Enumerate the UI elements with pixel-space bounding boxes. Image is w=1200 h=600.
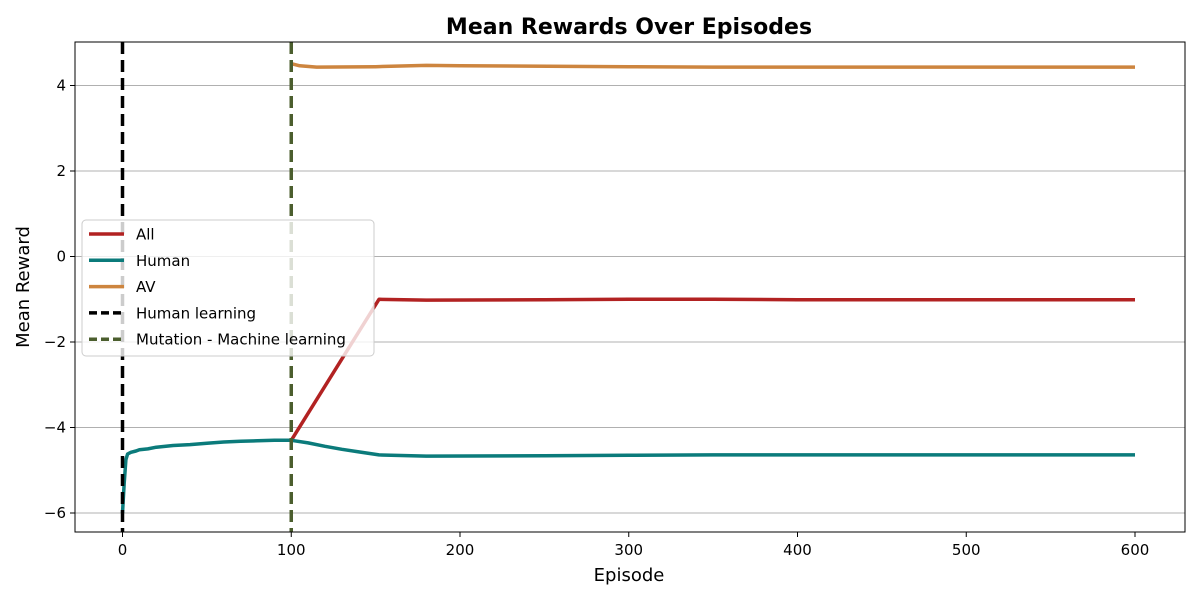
y-ticks: −6 −4 −2 0 2 4 (44, 77, 75, 522)
y-tick-label: −4 (44, 419, 66, 437)
y-tick-label: 0 (56, 248, 66, 266)
x-tick-label: 200 (446, 541, 475, 559)
x-tick-label: 500 (952, 541, 981, 559)
x-tick-label: 0 (118, 541, 128, 559)
x-tick-label: 400 (783, 541, 812, 559)
y-tick-label: 2 (56, 162, 66, 180)
legend: All Human AV Human learning Mutation - Machi… (81, 219, 375, 357)
x-tick-label: 600 (1121, 541, 1150, 559)
legend-box (81, 219, 375, 357)
x-tick-label: 300 (614, 541, 643, 559)
legend-label-av: AV (136, 278, 156, 296)
legend-label-human: Human (136, 252, 190, 270)
y-axis-label: Mean Reward (13, 226, 34, 348)
series-line-all (289, 297, 1135, 442)
y-tick-label: −6 (44, 504, 66, 522)
series-line-human (120, 438, 1135, 514)
y-tick-label: −2 (44, 333, 66, 351)
chart-title: Mean Rewards Over Episodes (446, 15, 812, 40)
x-axis-label: Episode (594, 565, 665, 586)
series-layer (120, 62, 1135, 514)
plot-frame (74, 41, 1186, 533)
legend-label-all: All (136, 226, 155, 244)
legend-label-human-learning: Human learning (136, 304, 256, 322)
series-line-av (290, 62, 1135, 69)
x-tick-label: 100 (277, 541, 306, 559)
legend-label-mutation-machine-learning: Mutation - Machine learning (136, 331, 346, 349)
x-ticks: 0 100 200 300 400 500 600 (118, 532, 1150, 559)
y-tick-label: 4 (56, 77, 66, 95)
